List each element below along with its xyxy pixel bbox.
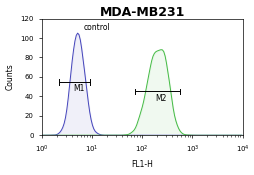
Text: M1: M1 [73, 85, 84, 93]
Text: control: control [83, 23, 110, 32]
Title: MDA-MB231: MDA-MB231 [99, 6, 184, 19]
X-axis label: FL1-H: FL1-H [131, 160, 153, 169]
Text: M2: M2 [154, 94, 166, 103]
Y-axis label: Counts: Counts [6, 64, 14, 90]
